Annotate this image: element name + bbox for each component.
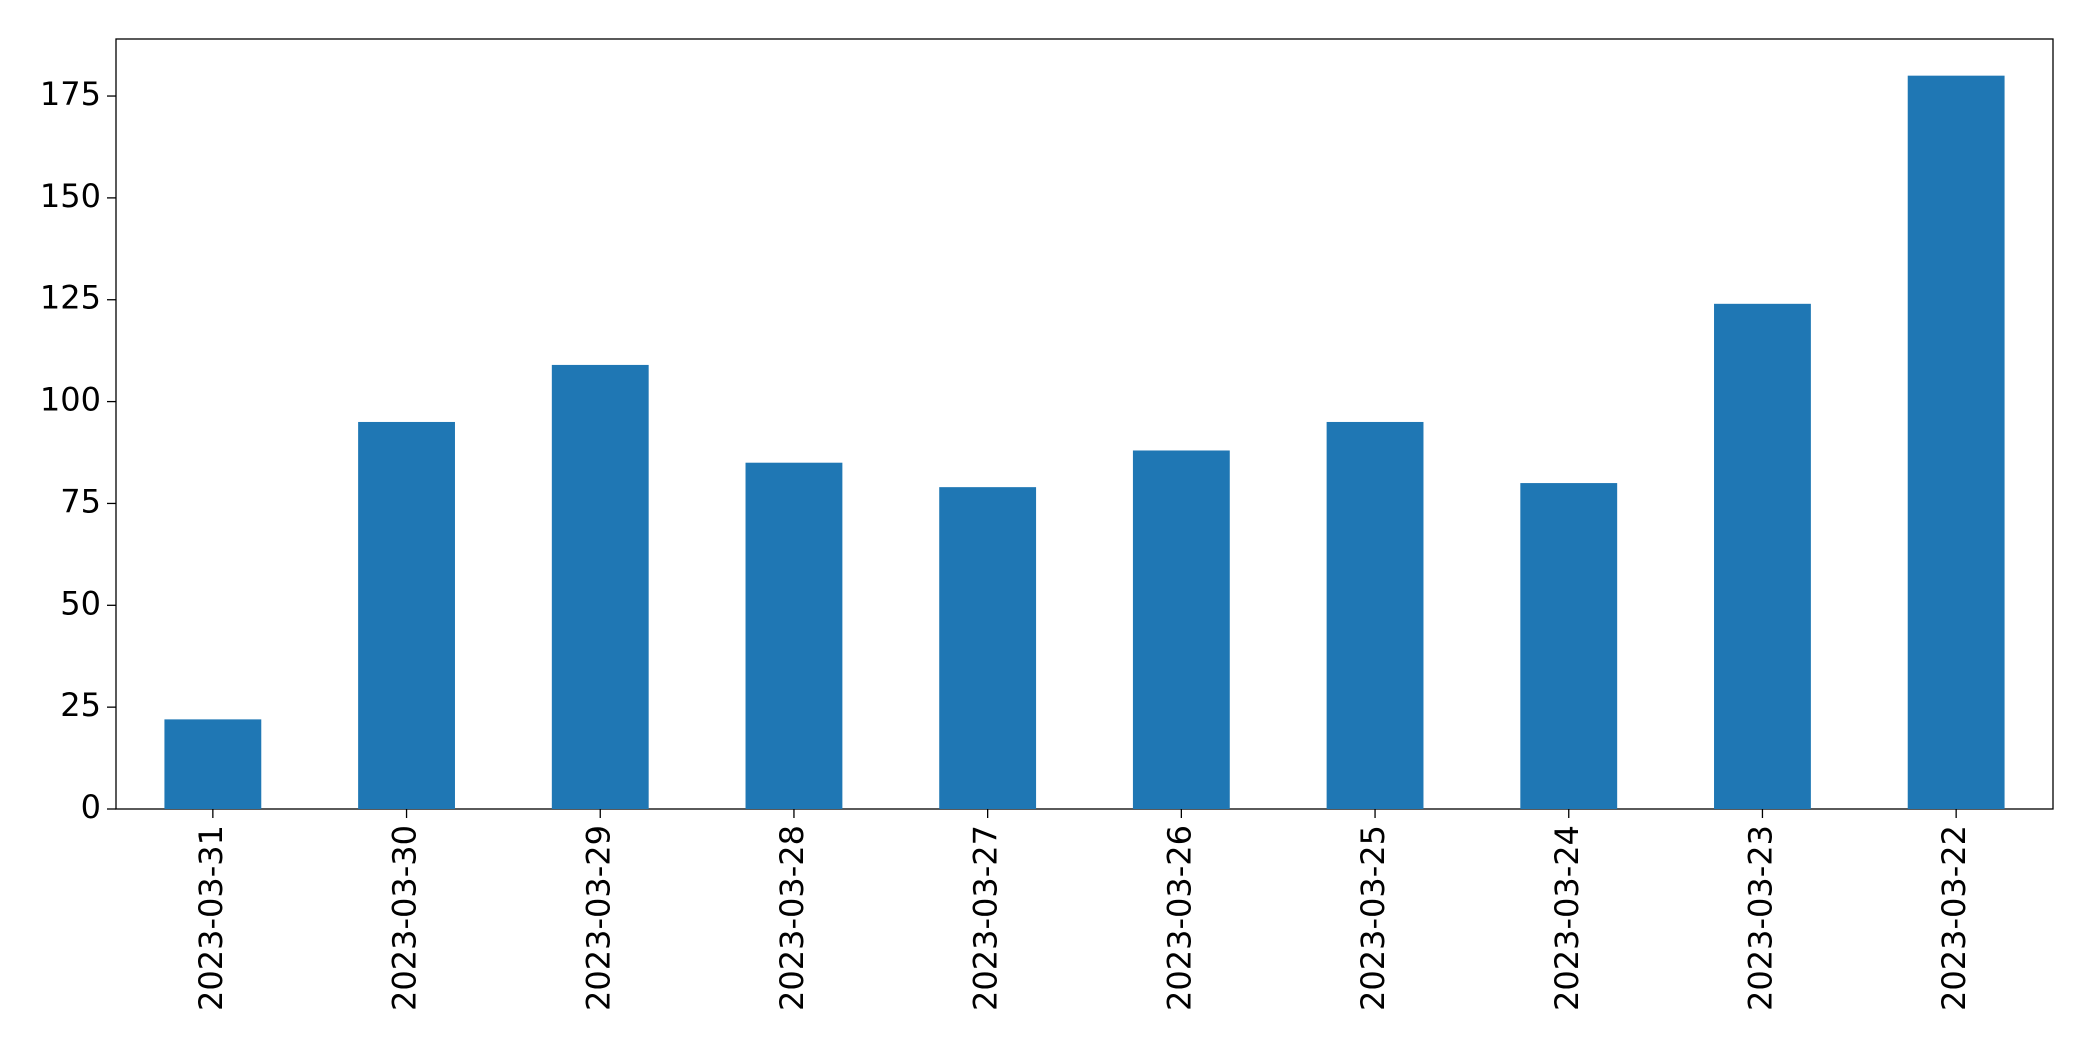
y-tick-label: 175 [40,75,101,113]
x-tick-label: 2023-03-22 [1935,825,1973,1011]
bar [164,719,262,809]
x-tick-label: 2023-03-24 [1548,825,1586,1011]
bar [1907,75,2005,809]
x-tick-label: 2023-03-28 [773,825,811,1011]
plot-frame [115,38,2054,810]
bar [358,421,455,809]
x-tick-label: 2023-03-26 [1160,825,1198,1011]
y-tick-label: 75 [60,482,101,520]
y-tick-label: 125 [40,279,101,317]
bar [1326,421,1424,809]
y-tick-label: 25 [60,686,101,724]
bar [551,364,649,809]
x-tick-label: 2023-03-29 [579,825,617,1011]
bar [1520,483,1618,809]
x-tick-label: 2023-03-30 [386,825,424,1011]
bar [1132,450,1230,809]
x-tick-label: 2023-03-25 [1354,825,1392,1011]
y-tick-label: 100 [40,381,101,419]
x-tick-label: 2023-03-23 [1741,825,1779,1011]
x-tick-label: 2023-03-27 [967,825,1005,1011]
y-tick-label: 0 [81,788,101,826]
y-tick-label: 50 [60,584,101,622]
bar [745,462,843,809]
y-tick-label: 150 [40,177,101,215]
bar [939,487,1037,809]
x-tick-label: 2023-03-31 [192,825,230,1011]
bar [1714,303,1811,809]
